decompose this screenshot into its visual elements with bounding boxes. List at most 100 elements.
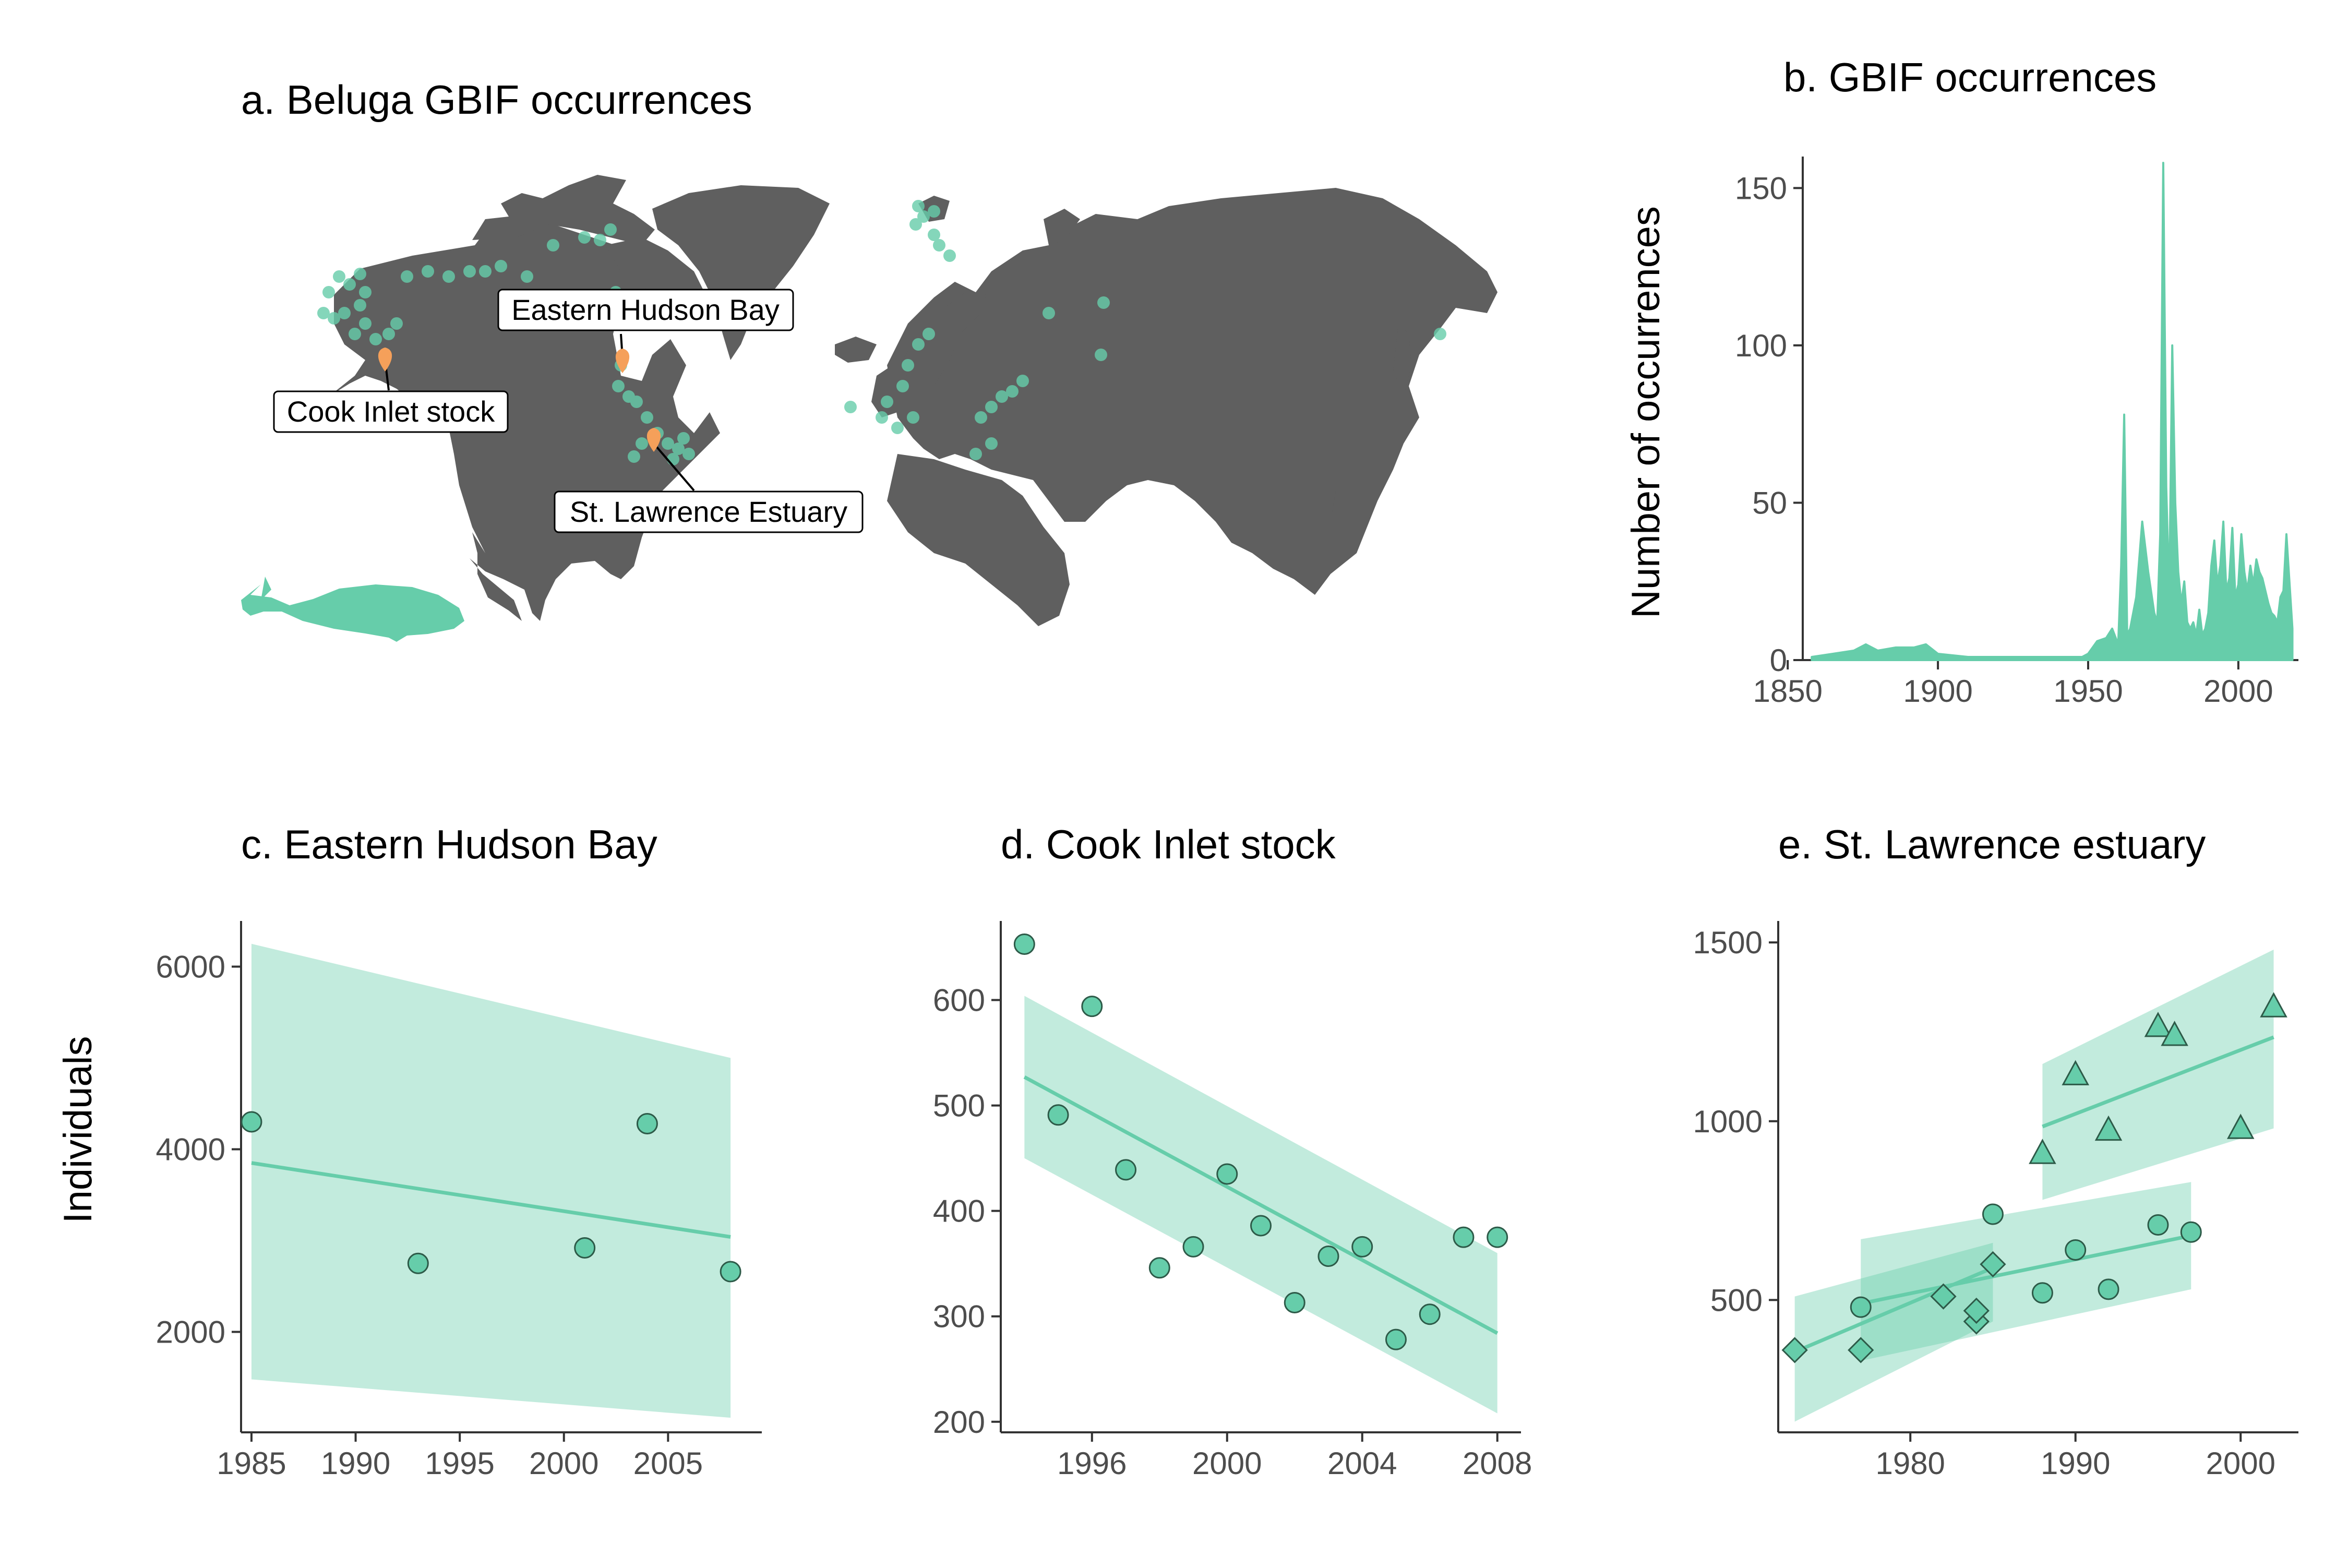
panel-a-map: a. Beluga GBIF occurrences	[241, 77, 1498, 642]
occurrence-point	[672, 442, 685, 455]
chart-e-point-triangle	[2094, 1115, 2123, 1141]
occurrence-point	[1097, 296, 1110, 309]
occurrence-point	[354, 299, 366, 312]
chart-c-y-tick-label: 2000	[156, 1315, 225, 1350]
occurrence-point	[349, 328, 361, 340]
occurrence-point	[359, 317, 372, 330]
location-hudson: Eastern Hudson Bay	[497, 289, 794, 373]
occurrence-point	[896, 380, 909, 392]
occurrence-point	[1434, 328, 1446, 340]
occurrence-point	[985, 437, 998, 450]
chart-c-point-circle	[720, 1261, 741, 1283]
chart-e-x-tick-label: 2000	[2206, 1446, 2275, 1481]
occurrence-point	[333, 270, 345, 283]
chart-e-point-circle	[2065, 1239, 2087, 1261]
chart-e-point-triangle	[2029, 1139, 2056, 1164]
occurrence-point	[912, 338, 925, 351]
chart-b-occurrence-area	[1811, 162, 2294, 661]
chart-d-point-circle	[1385, 1328, 1407, 1350]
chart-e-x-tick-label: 1980	[1875, 1446, 1945, 1481]
panel-b-timeline: b. GBIF occurrences Number of occurrence…	[1624, 54, 2298, 709]
chart-c-y-tick-label: 6000	[156, 950, 225, 985]
chart-d-y-tick-label: 600	[933, 983, 985, 1018]
occurrence-point	[1095, 349, 1107, 361]
chart-d-point-circle	[1284, 1291, 1305, 1313]
occurrence-point	[338, 307, 351, 319]
occurrence-point	[1016, 375, 1029, 387]
occurrence-point	[328, 312, 340, 325]
occurrence-point	[917, 210, 930, 223]
chart-e-point-circle	[2147, 1214, 2169, 1236]
chart-d-point-circle	[1182, 1236, 1204, 1258]
occurrence-point	[667, 453, 679, 465]
occurrence-point	[891, 422, 904, 434]
chart-d-y-tick-label: 300	[933, 1299, 985, 1334]
occurrence-point	[628, 450, 640, 463]
chart-d-x-tick-label: 2008	[1463, 1446, 1532, 1481]
chart-c-x-tick-label: 1985	[217, 1446, 286, 1481]
cook-label-box	[273, 390, 509, 433]
chart-b-x-tick-label: 1850	[1753, 674, 1822, 709]
shared-ylabel: Individuals	[56, 1036, 100, 1223]
occurrence-point	[521, 270, 533, 283]
chart-d-y-tick-label: 400	[933, 1194, 985, 1229]
beluga-whale-silhouette-icon	[241, 577, 464, 642]
occurrence-point	[844, 401, 857, 413]
occurrence-point	[422, 265, 434, 278]
chart-e-fit-line	[2042, 1035, 2274, 1129]
chart-e-point-circle	[2098, 1278, 2119, 1300]
chart-d-point-circle	[1115, 1159, 1137, 1181]
occurrence-point	[909, 218, 922, 231]
chart-b-plot: 1850 1900 1950 2000 0 50 100 150	[1735, 157, 2298, 709]
chart-b-x-tick-label: 1950	[2053, 674, 2123, 709]
occurrence-point	[442, 270, 455, 283]
chart-c-point-circle	[241, 1111, 262, 1133]
chart-e-point-triangle	[2161, 1021, 2188, 1046]
chart-d-point-circle	[1351, 1236, 1373, 1258]
chart-d-point-circle	[1081, 996, 1103, 1018]
occurrence-point	[547, 239, 559, 252]
chart-e-point-circle	[2180, 1221, 2202, 1243]
chart-e-plot: 1980 1990 2000 500 1000 1500	[1693, 921, 2298, 1481]
hudson-marker-icon	[615, 349, 630, 373]
chart-d-x-tick-label: 1996	[1057, 1446, 1127, 1481]
landmass-iceland	[835, 337, 877, 363]
chart-e-y-tick-label: 1000	[1693, 1104, 1763, 1139]
chart-c-point-circle	[574, 1237, 596, 1259]
chart-c-fit-line	[251, 1161, 731, 1239]
occurrence-point	[933, 239, 945, 252]
occurrence-point	[343, 278, 356, 291]
chart-c-plot: 1985 1990 1995 2000 2005 2000 4000 6000	[156, 921, 762, 1481]
panel-c-hudson: c. Eastern Hudson Bay 1985 1990 1995 2000 20…	[156, 821, 762, 1481]
chart-d-y-tick-label: 200	[933, 1405, 985, 1440]
chart-c-x-tick-label: 1990	[321, 1446, 390, 1481]
occurrence-point	[996, 390, 1008, 403]
occurrence-point	[495, 260, 507, 272]
occurrence-point	[479, 265, 492, 278]
chart-d-y-tick-label: 500	[933, 1088, 985, 1123]
chart-c-x-tick-label: 1995	[425, 1446, 494, 1481]
map-title: a. Beluga GBIF occurrences	[241, 77, 752, 123]
chart-d-point-circle	[1419, 1303, 1441, 1325]
chart-d-title: d. Cook Inlet stock	[1001, 821, 1336, 867]
landmass-eurasia	[887, 188, 1498, 595]
lawrence-label-box	[554, 490, 864, 533]
landmass-africa	[887, 454, 1070, 626]
chart-c-ci-ribbon	[251, 943, 731, 1418]
chart-d-point-circle	[1148, 1257, 1170, 1279]
chart-d-point-circle	[1487, 1226, 1508, 1248]
occurrence-point	[322, 286, 335, 298]
hudson-label-box	[497, 289, 794, 331]
chart-e-point-diamond	[1930, 1283, 1957, 1310]
cook-marker-icon	[378, 348, 392, 372]
occurrence-point	[928, 205, 940, 218]
occurrence-point	[382, 328, 395, 340]
lawrence-marker-icon	[646, 428, 661, 452]
chart-b-title: b. GBIF occurrences	[1783, 54, 2157, 100]
chart-c-x-tick-label: 2005	[633, 1446, 703, 1481]
chart-b-y-tick-label: 50	[1752, 485, 1787, 520]
chart-d-plot: 1996 2000 2004 2008 200 300 400 500 600	[933, 921, 1532, 1481]
occurrence-point	[641, 411, 653, 424]
chart-e-point-diamond	[1963, 1297, 1990, 1324]
